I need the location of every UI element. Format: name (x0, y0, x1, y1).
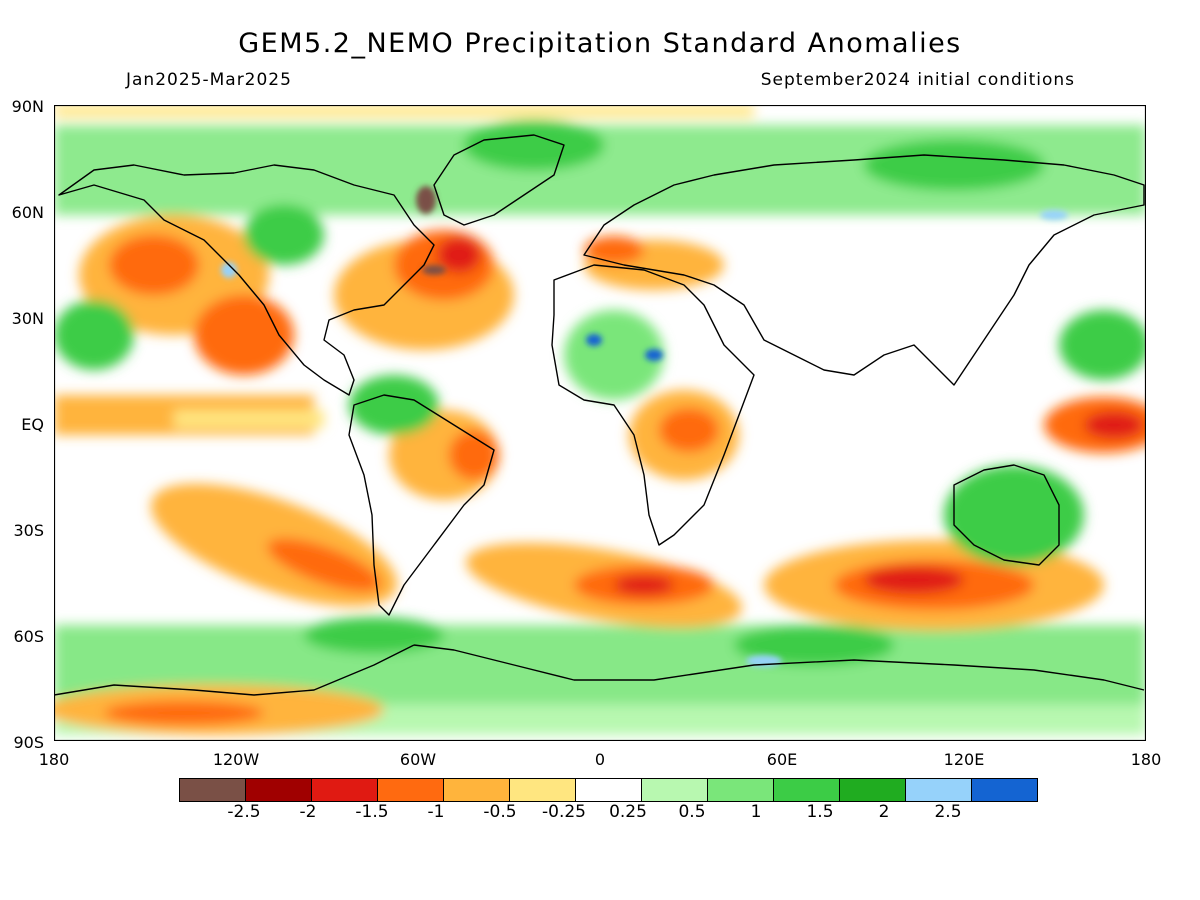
colorbar-tick-label: -1 (427, 802, 445, 822)
colorbar-swatch (245, 778, 312, 802)
colorbar-swatch (509, 778, 576, 802)
colorbar-tick-label: -2.5 (227, 802, 261, 822)
coastline-greenland (433, 134, 565, 226)
colorbar-tick-label: 1.5 (806, 802, 834, 822)
initial-conditions: September2024 initial conditions (760, 70, 1075, 90)
colorbar-swatch (311, 778, 378, 802)
colorbar-swatch (839, 778, 906, 802)
coastline-eurasia (583, 154, 1145, 386)
colorbar-swatch (773, 778, 840, 802)
anomaly-map (54, 105, 1146, 741)
colorbar (179, 778, 1038, 802)
colorbar-swatch (179, 778, 246, 802)
colorbar-tick-label: 2 (878, 802, 890, 822)
colorbar-swatch (641, 778, 708, 802)
colorbar-tick-label: -1.5 (355, 802, 389, 822)
coastline-africa (551, 264, 755, 546)
colorbar-tick-label: -0.5 (483, 802, 517, 822)
lat-label-30n: 30N (11, 309, 44, 328)
lat-label-90s: 90S (13, 733, 44, 752)
colorbar-tick-label: -0.25 (542, 802, 586, 822)
lat-label-eq: EQ (21, 415, 44, 434)
lat-label-60s: 60S (13, 627, 44, 646)
lat-label-90n: 90N (11, 97, 44, 116)
coastline-north-america (58, 164, 435, 396)
colorbar-swatch (575, 778, 642, 802)
chart-title: GEM5.2_NEMO Precipitation Standard Anoma… (238, 28, 962, 59)
lon-label-180w: 180 (38, 750, 70, 769)
colorbar-tick-label: 1 (750, 802, 762, 822)
lon-label-60w: 60W (399, 750, 437, 769)
lon-label-120w: 120W (212, 750, 260, 769)
lon-label-180e: 180 (1130, 750, 1162, 769)
coastline-australia (953, 464, 1060, 566)
colorbar-tick-label: 0.25 (609, 802, 647, 822)
colorbar-swatch (377, 778, 444, 802)
lat-label-60n: 60N (11, 203, 44, 222)
coastline-antarctica (54, 644, 1145, 696)
colorbar-tick-label: 2.5 (934, 802, 962, 822)
lat-label-30s: 30S (13, 521, 44, 540)
map-frame (54, 105, 1146, 741)
colorbar-swatch (971, 778, 1038, 802)
colorbar-swatch (443, 778, 510, 802)
colorbar-tick-label: -2 (299, 802, 317, 822)
colorbar-tick-label: 0.5 (678, 802, 706, 822)
lon-label-120e: 120E (943, 750, 985, 769)
coastline-south-america (348, 394, 495, 616)
colorbar-swatch (905, 778, 972, 802)
colorbar-swatch (707, 778, 774, 802)
lon-label-0: 0 (594, 750, 606, 769)
forecast-period: Jan2025-Mar2025 (126, 70, 292, 90)
coastlines (54, 134, 1145, 696)
lon-label-60e: 60E (766, 750, 798, 769)
